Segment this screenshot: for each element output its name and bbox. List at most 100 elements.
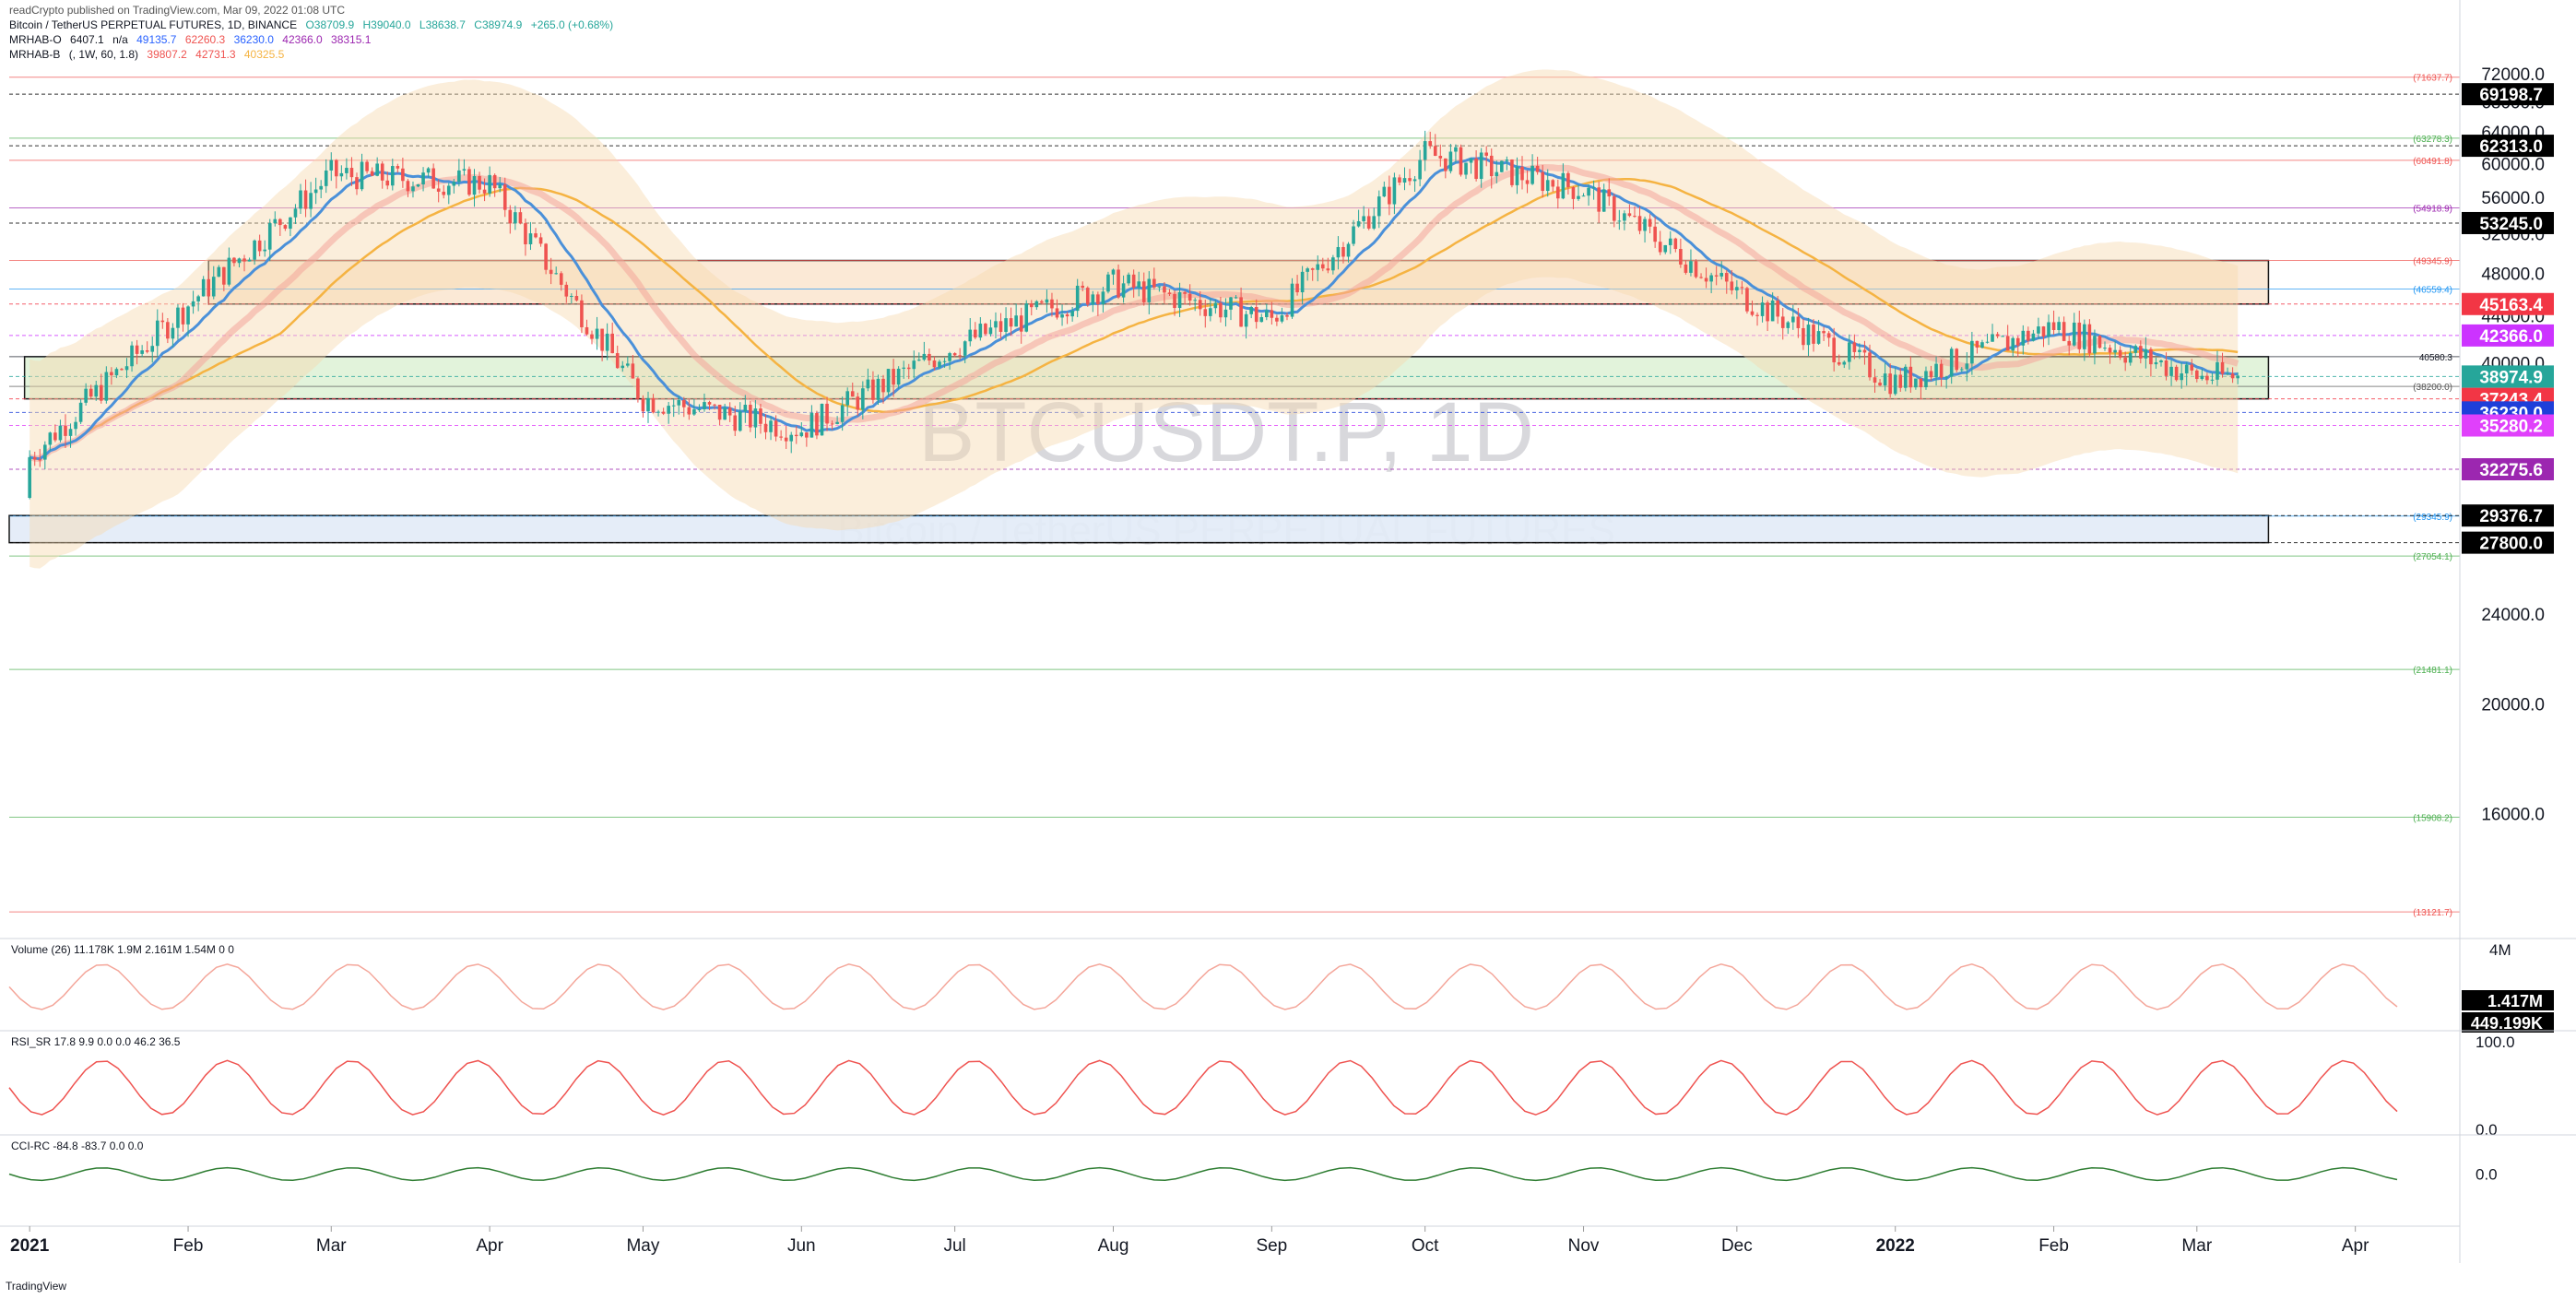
candle-body <box>2149 348 2153 365</box>
candle-body <box>1167 292 1172 294</box>
candle-body <box>181 307 185 325</box>
candle-body <box>595 328 599 339</box>
candle-body <box>1908 366 1913 388</box>
candle-body <box>1004 318 1008 332</box>
level-label: (38200.0) <box>2413 383 2452 393</box>
candle-body <box>1919 378 1923 388</box>
candle-body <box>928 353 931 361</box>
candle-body <box>1545 180 1550 192</box>
candle-body <box>2144 348 2148 359</box>
candle-body <box>2097 336 2102 348</box>
candle-body <box>580 300 584 327</box>
candle-body <box>856 396 860 410</box>
candle-body <box>1438 156 1443 159</box>
candle-body <box>1515 166 1519 185</box>
candle-body <box>1096 294 1100 305</box>
candle-body <box>2164 360 2168 376</box>
candle-body <box>1111 269 1116 275</box>
mrhab-o-v2: n/a <box>112 33 128 46</box>
candle-body <box>1402 178 1407 183</box>
candle-body <box>1117 269 1120 298</box>
price-label-bg <box>2462 135 2554 158</box>
candle-body <box>28 456 31 499</box>
candle-body <box>1566 172 1570 187</box>
candle-body <box>564 284 569 297</box>
panel-series <box>8 1059 2398 1116</box>
candle-body <box>2113 349 2117 353</box>
candle-body <box>1346 243 1351 257</box>
candle-body <box>380 163 384 181</box>
candle-body <box>2077 322 2082 349</box>
candle-body <box>273 218 278 224</box>
candle-body <box>805 432 809 438</box>
candle-body <box>211 277 216 297</box>
candle-body <box>779 436 783 438</box>
candle-body <box>1223 309 1228 318</box>
candle-body <box>1141 281 1146 302</box>
candle-body <box>2139 346 2143 359</box>
candle-body <box>988 327 993 335</box>
candle-body <box>324 170 328 186</box>
candle-body <box>1648 218 1652 227</box>
candle-body <box>1929 371 1933 378</box>
candle-body <box>1306 268 1309 272</box>
candle-body <box>871 379 875 400</box>
candle-body <box>74 421 77 430</box>
candle-body <box>2051 322 2056 331</box>
candle-body <box>1577 195 1580 199</box>
candle-body <box>544 243 548 270</box>
candle-body <box>1295 283 1299 293</box>
price-label-bg <box>2462 457 2554 480</box>
candle-body <box>1530 165 1534 184</box>
time-tick-label: 2021 <box>10 1236 50 1256</box>
candle-body <box>1780 316 1785 328</box>
candle-body <box>196 296 200 301</box>
candle-body <box>257 240 262 252</box>
candle-body <box>1750 311 1755 315</box>
candle-body <box>703 402 706 409</box>
candle-body <box>2230 373 2235 379</box>
mrhab-b-line: MRHAB-B (, 1W, 60, 1.8) 39807.2 42731.3 … <box>9 48 290 61</box>
candle-body <box>421 172 425 185</box>
candle-body <box>876 378 880 400</box>
candle-body <box>590 334 594 339</box>
ohlc-open: O38709.9 <box>305 18 355 31</box>
candle-body <box>845 391 850 406</box>
candle-body <box>559 273 563 285</box>
watermark-symbol: BTCUSDT.P, 1D <box>918 385 1534 479</box>
price-label-bg <box>2462 324 2554 347</box>
candle-body <box>99 384 103 401</box>
candle-body <box>794 434 798 437</box>
candle-body <box>1352 226 1355 244</box>
candle-body <box>1459 147 1463 175</box>
candle-body <box>64 425 67 436</box>
candle-body <box>585 326 589 335</box>
candle-body <box>1806 325 1811 346</box>
candle-body <box>626 363 630 366</box>
candle-body <box>150 346 155 352</box>
candle-body <box>886 369 891 393</box>
candle-body <box>1623 213 1626 221</box>
candle-body <box>1479 152 1483 180</box>
candle-body <box>1045 299 1049 303</box>
candle-body <box>1791 316 1795 323</box>
price-tick-label: 48000.0 <box>2481 265 2545 284</box>
time-tick-label: Apr <box>476 1236 503 1256</box>
candle-body <box>631 363 635 379</box>
candle-body <box>641 398 645 412</box>
candle-body <box>1091 294 1095 305</box>
candle-body <box>1776 300 1780 317</box>
candle-body <box>1500 160 1504 172</box>
candle-body <box>110 372 113 376</box>
candle-body <box>1970 340 1974 364</box>
candle-body <box>2015 337 2020 346</box>
candle-body <box>2062 322 2066 341</box>
candle-body <box>263 249 266 252</box>
candle-body <box>140 350 144 354</box>
price-label-bg <box>2462 531 2554 554</box>
candle-body <box>1837 361 1841 365</box>
candle-body <box>1878 383 1882 386</box>
candle-body <box>1173 293 1176 309</box>
candle-body <box>309 193 313 209</box>
